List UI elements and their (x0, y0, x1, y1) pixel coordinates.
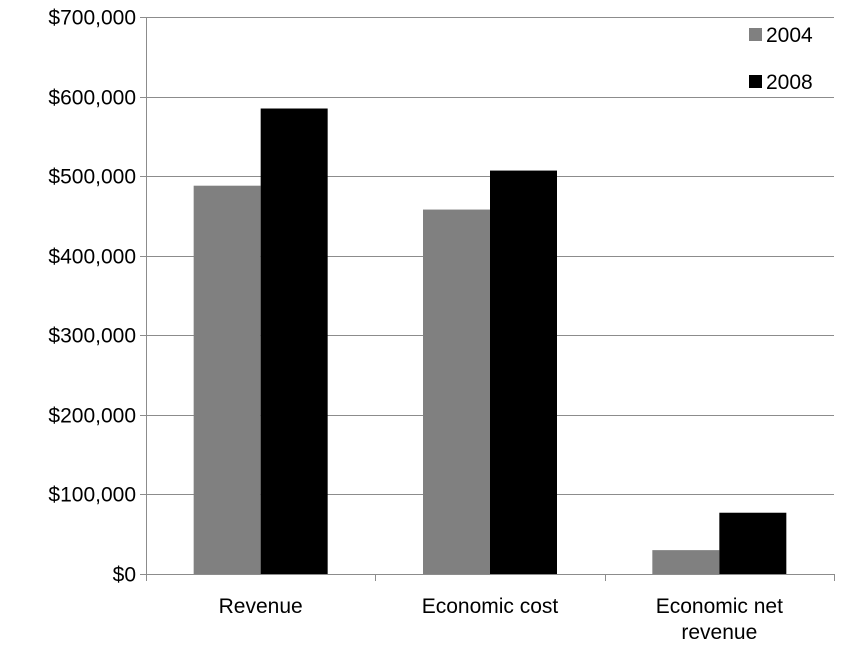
legend-swatch-2008 (749, 75, 762, 88)
y-tick-label: $100,000 (48, 484, 136, 507)
legend-swatch-2004 (749, 28, 762, 41)
y-tick-label: $300,000 (48, 325, 136, 348)
x-category-label-line: revenue (681, 621, 757, 644)
bars (193, 108, 787, 575)
bar-2004-revenue (193, 185, 261, 575)
y-tick-label: $400,000 (48, 246, 136, 269)
y-tick-label: $600,000 (48, 87, 136, 110)
legend: 2004 2008 (749, 24, 813, 94)
legend-label-2008: 2008 (766, 71, 813, 94)
x-category-label-line: Economic net (656, 595, 783, 618)
y-tick-label: $0 (113, 564, 136, 587)
bar-2004-economic-cost (423, 209, 490, 574)
x-axis-category-labels: Revenue Economic cost Economic net revenue (219, 595, 783, 644)
x-category-label: Economic cost (422, 595, 559, 618)
bar-2008-economic-cost (490, 170, 557, 574)
x-axis (146, 17, 835, 581)
bar-2004-economic-net-revenue (652, 550, 720, 574)
x-category-label: Revenue (219, 595, 303, 618)
bar-2008-economic-net-revenue (719, 512, 787, 574)
y-tick-label: $500,000 (48, 166, 136, 189)
y-tick-label: $700,000 (48, 7, 136, 30)
x-category-label-line: Economic cost (422, 595, 559, 618)
legend-label-2004: 2004 (766, 24, 813, 47)
x-category-label-line: Revenue (219, 595, 303, 618)
y-tick-label: $200,000 (48, 405, 136, 428)
bar-2008-revenue (260, 108, 328, 574)
y-axis-tick-labels: $0 $100,000 $200,000 $300,000 $400,000 $500,0… (48, 7, 136, 587)
x-category-label: Economic net revenue (656, 595, 783, 644)
